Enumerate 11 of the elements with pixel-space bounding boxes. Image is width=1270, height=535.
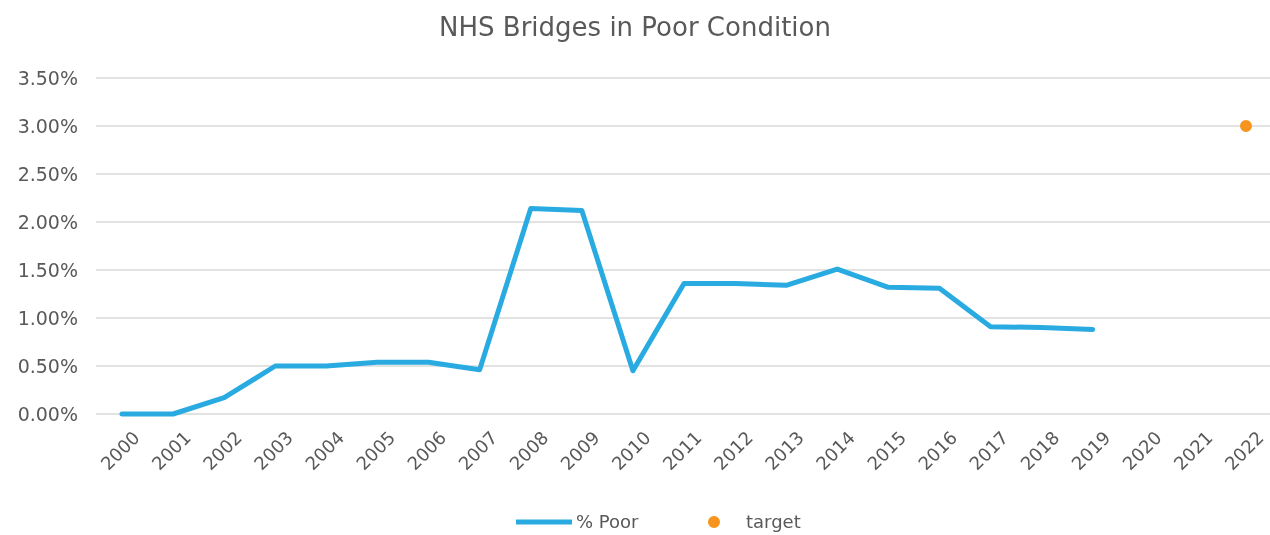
- y-tick-label: 0.00%: [17, 402, 78, 425]
- legend-label: % Poor: [576, 511, 640, 533]
- chart-title: NHS Bridges in Poor Condition: [439, 12, 831, 42]
- legend-label: target: [746, 511, 801, 533]
- y-tick-label: 2.00%: [17, 210, 78, 233]
- y-tick-label: 2.50%: [17, 162, 78, 185]
- y-tick-label: 3.50%: [17, 66, 78, 89]
- y-tick-label: 3.00%: [17, 114, 78, 137]
- y-tick-label: 1.00%: [17, 306, 78, 329]
- y-tick-label: 0.50%: [17, 354, 78, 377]
- y-tick-label: 1.50%: [17, 258, 78, 281]
